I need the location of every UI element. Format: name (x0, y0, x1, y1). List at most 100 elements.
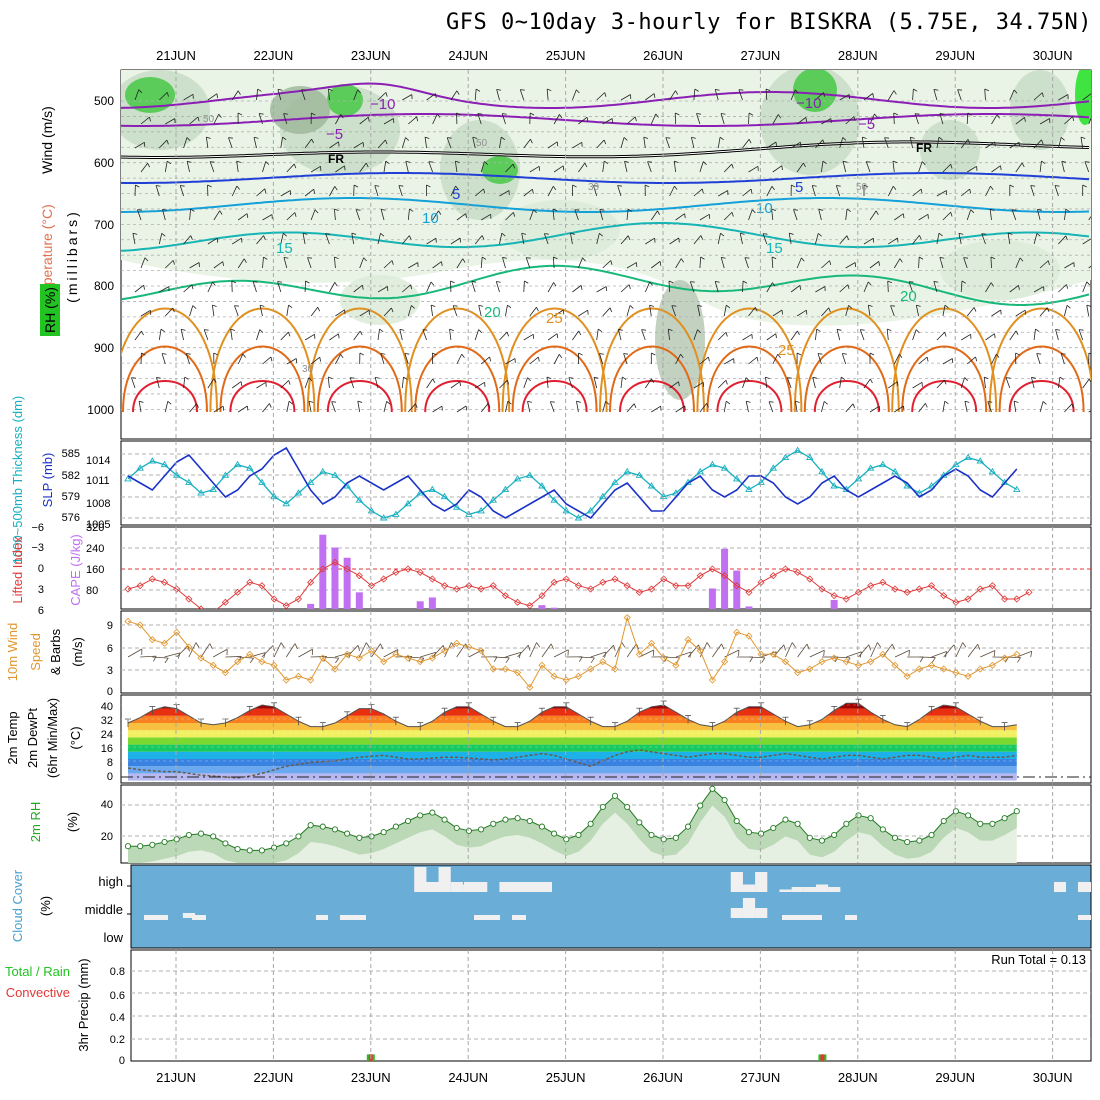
wind-barb (1061, 160, 1067, 173)
wind-barb (428, 161, 434, 173)
barb-flag (860, 329, 865, 331)
barb-flag (489, 356, 492, 362)
wind-barb (1015, 309, 1026, 317)
date-axis: 21JUN21JUN22JUN22JUN23JUN23JUN24JUN24JUN… (156, 48, 1072, 1085)
barb-flag (172, 307, 175, 313)
barb-flag (751, 334, 753, 339)
wind-speed-marker (270, 661, 278, 669)
wind-barb (456, 353, 465, 365)
barb-flag (604, 651, 607, 658)
barb-shaft (549, 401, 555, 413)
barb-flag (174, 118, 176, 123)
barb-shaft (796, 309, 807, 317)
wind-barb (426, 184, 431, 197)
barb-flag (1061, 353, 1066, 355)
surface-wind-barb (578, 656, 595, 663)
wind-speed-marker (526, 683, 534, 691)
barb-flag (218, 113, 222, 118)
barb-flag (363, 257, 367, 262)
barb-shaft (699, 403, 707, 413)
barb-shaft (1080, 137, 1084, 149)
cape-bar (733, 570, 741, 609)
barb-shaft (817, 353, 822, 365)
barb-flag (1088, 352, 1091, 356)
lifted-index-marker (599, 578, 607, 586)
wind-barb (748, 356, 759, 365)
barb-flag (243, 258, 247, 263)
wind-barb (643, 136, 649, 149)
rh-marker (307, 822, 314, 829)
barb-shaft (325, 233, 330, 245)
wind-speed-marker (587, 665, 595, 673)
barb-shaft (377, 92, 387, 101)
barb-flag (806, 643, 810, 650)
rh-marker (246, 847, 253, 854)
barb-flag (1024, 117, 1026, 122)
barb-shaft (1016, 650, 1032, 658)
wind-barb (572, 184, 577, 197)
lifted-index-marker (587, 585, 595, 593)
wind-barb (669, 381, 680, 389)
barb-shaft (474, 329, 479, 341)
barb-flag (887, 280, 892, 284)
wind-barb (966, 356, 978, 365)
barb-shaft (1009, 141, 1020, 149)
wind-barb (748, 307, 758, 317)
lifted-index-marker (988, 582, 996, 590)
wind-barb (547, 186, 557, 197)
barb-flag (1084, 161, 1090, 163)
axis-titles: Wind (m/s) Temperature (°C) RH (%) (mill… (5, 106, 91, 1051)
wind-speed-marker (769, 650, 777, 658)
barb-flag (450, 280, 455, 284)
barb-flag (405, 137, 410, 141)
barb-shaft (426, 93, 436, 101)
surface-wind-barb (371, 643, 384, 658)
rh-marker (380, 829, 387, 836)
barb-shaft (918, 403, 926, 413)
barb-shaft (505, 305, 508, 317)
barb-flag (578, 330, 582, 336)
wind-barb (602, 118, 613, 125)
wind-barb (817, 353, 823, 365)
wind-barb (432, 210, 442, 221)
wind-barb (593, 185, 598, 197)
wind-barb (578, 352, 583, 365)
barb-shaft (404, 353, 409, 365)
barb-shaft (432, 210, 439, 221)
barb-flag (204, 329, 209, 331)
barb-shaft (335, 165, 345, 173)
barb-flag (630, 94, 632, 99)
barb-shaft (359, 309, 370, 317)
wind-barb (983, 376, 989, 389)
wind-barb (839, 376, 846, 389)
barb-shaft (159, 92, 168, 101)
wind-barb (1015, 352, 1020, 365)
barb-shaft (762, 233, 768, 245)
barb-shaft (1064, 403, 1073, 413)
wind-barb (325, 233, 331, 245)
contour-label-fr-a: FR (328, 152, 344, 166)
barb-flag (1088, 378, 1091, 384)
barb-flag (487, 403, 491, 408)
thickness-marker (550, 496, 558, 503)
wind-barb (942, 358, 954, 365)
wind-barb (966, 165, 978, 173)
barb-flag (651, 378, 654, 383)
barb-shaft (523, 188, 533, 197)
barb-flag (162, 353, 167, 355)
barb-shaft (286, 358, 297, 365)
barb-shaft (523, 138, 531, 149)
barb-flag (892, 185, 897, 191)
wind-barb (310, 165, 322, 173)
thickness-marker (124, 475, 132, 482)
barb-shaft (991, 114, 998, 125)
barb-flag (806, 310, 808, 315)
svg-text:240: 240 (86, 543, 104, 555)
wind-barb (158, 232, 166, 245)
barb-shaft (517, 644, 529, 658)
barb-shaft (158, 329, 162, 341)
barb-flag (903, 405, 905, 411)
barb-flag (280, 642, 285, 648)
barb-flag (483, 188, 486, 194)
lifted-index-marker (294, 595, 303, 603)
